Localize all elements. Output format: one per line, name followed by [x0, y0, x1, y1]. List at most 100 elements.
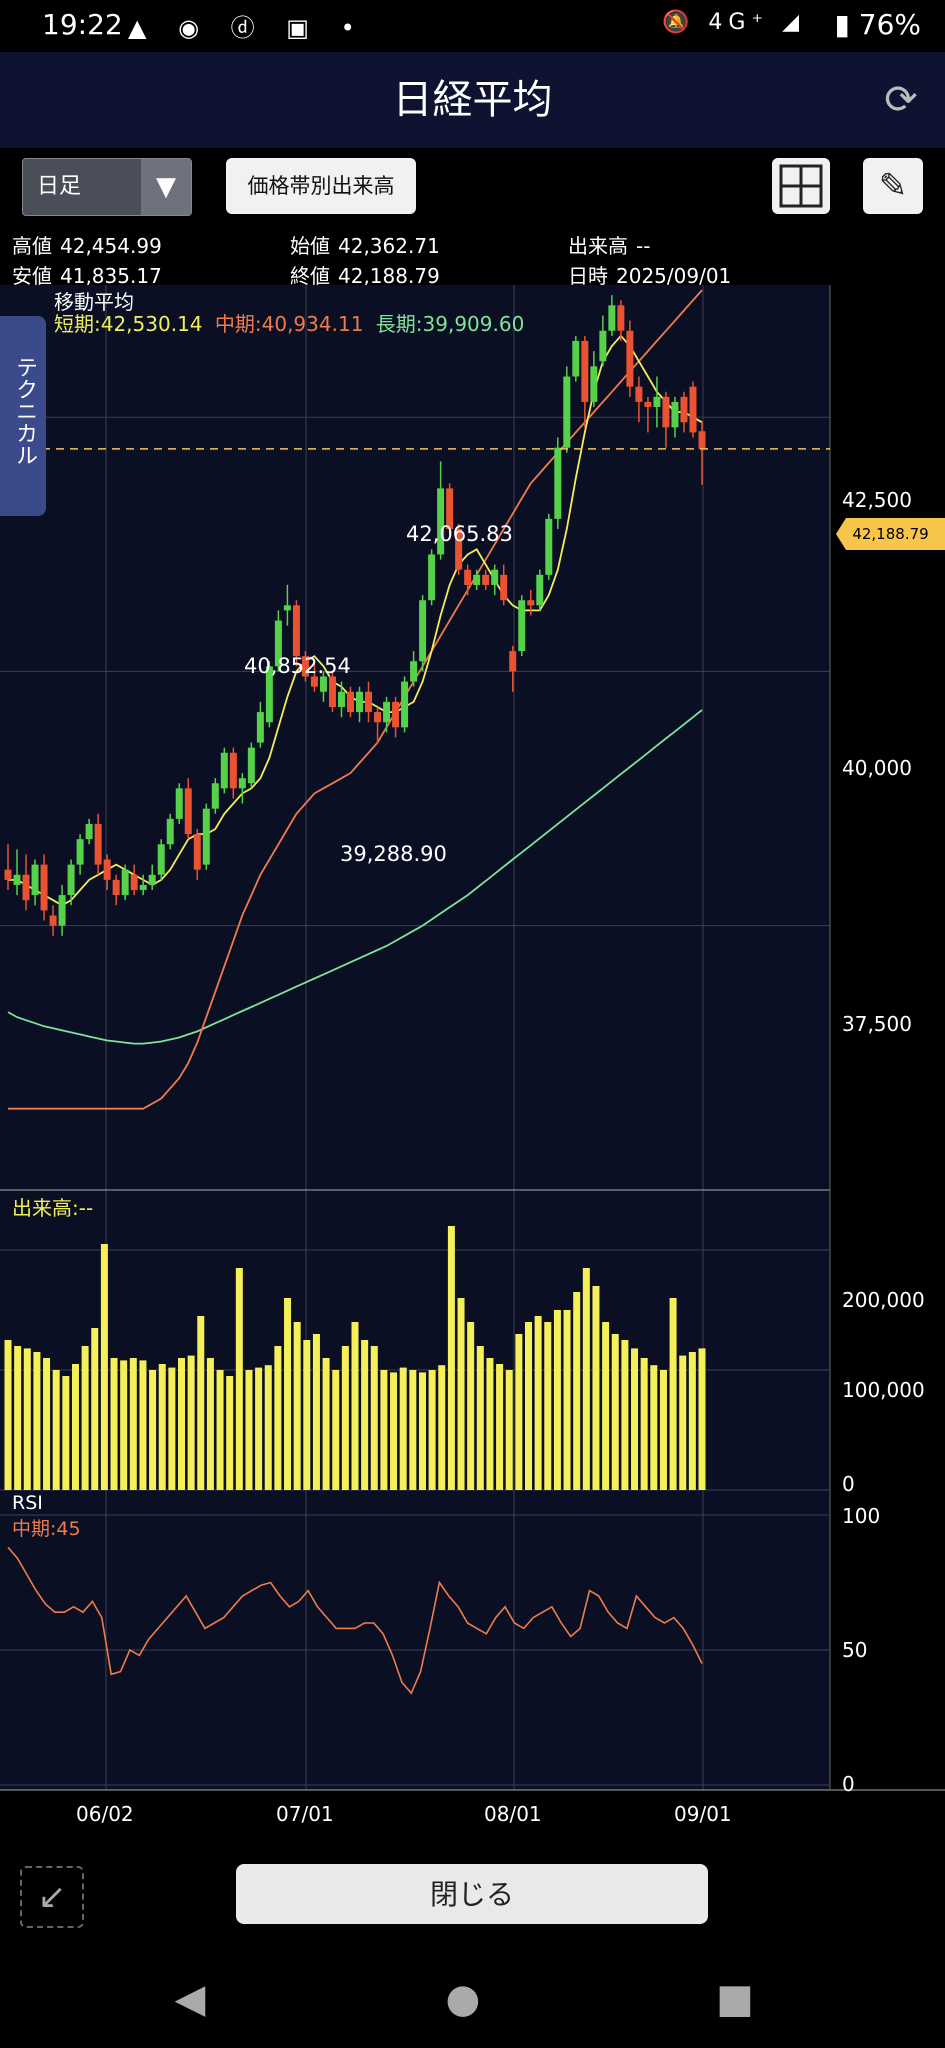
volume-bar [312, 1334, 320, 1490]
volume-bar [139, 1360, 147, 1490]
volume-bar [81, 1346, 89, 1490]
volume-bar [525, 1322, 532, 1490]
price-axis-label: 42,500 [842, 488, 912, 512]
volume-bar [640, 1358, 648, 1490]
period-select-label: 日足 [37, 174, 82, 199]
candle-body [85, 823, 93, 840]
volume-bar [293, 1322, 301, 1490]
volume-bar [659, 1370, 667, 1490]
volume-bar [553, 1310, 561, 1490]
toolbar: 日足 ▼ 価格帯別出来高 ✎ [0, 148, 945, 228]
candle-body [689, 386, 697, 433]
volume-bar [255, 1367, 263, 1490]
candle-body [4, 869, 12, 880]
candle-body [536, 574, 544, 606]
technical-tab[interactable]: テクニカル [0, 316, 46, 516]
technical-tab-label: テクニカル [12, 356, 37, 466]
volume-bar [390, 1372, 398, 1490]
chevron-down-icon[interactable]: ▼ [141, 159, 191, 215]
date-axis-label: 07/01 [276, 1802, 334, 1826]
close-button[interactable]: 閉じる [236, 1864, 708, 1924]
candle-body [58, 895, 66, 926]
period-select[interactable]: 日足 ▼ [22, 158, 192, 216]
candle-body [112, 879, 120, 896]
signal-icons: 🔕 4G⁺ ◢ [662, 10, 805, 35]
volume-bar [563, 1310, 571, 1490]
recents-icon[interactable]: ■ [716, 1976, 754, 2022]
battery-icon: ▮ 76% [834, 8, 921, 41]
candle-body [428, 554, 436, 601]
candle-body [662, 396, 670, 428]
rsi-panel-label: RSI [12, 1492, 43, 1514]
ma-mid-value: 中期:40,934.11 [214, 312, 364, 336]
volume-bar [341, 1346, 349, 1490]
volume-bar [178, 1358, 185, 1490]
edit-button[interactable]: ✎ [863, 158, 923, 214]
volume-bar [149, 1370, 157, 1490]
home-icon[interactable]: ● [445, 1976, 481, 2022]
volume-bar [197, 1316, 205, 1490]
candle-body [554, 447, 562, 519]
candle-body [346, 691, 354, 713]
volume-bar [438, 1365, 446, 1490]
candle-body [274, 620, 282, 667]
volume-profile-button[interactable]: 価格帯別出来高 [226, 158, 416, 214]
volume-bar [168, 1367, 176, 1490]
ma-long-value: 長期:39,909.60 [375, 312, 525, 336]
candle-body [491, 569, 499, 585]
candle-body [374, 712, 382, 723]
refresh-icon[interactable]: ⟳ [884, 77, 918, 123]
candle-body [356, 691, 364, 713]
candle-body [410, 661, 418, 682]
date-axis-label: 06/02 [76, 1802, 134, 1826]
candle-body [635, 386, 643, 402]
candle-body [473, 574, 481, 585]
candle-body [680, 396, 688, 423]
volume-axis-label: 0 [842, 1472, 855, 1496]
volume-bar [206, 1358, 214, 1490]
volume-panel-label: 出来高:-- [12, 1196, 94, 1220]
candle-body [157, 844, 165, 875]
candle-body [229, 752, 237, 789]
ma-legend-title: 移動平均 [54, 290, 134, 314]
candle-body [545, 518, 553, 575]
candle-body [22, 874, 30, 901]
volume-bar [467, 1322, 475, 1490]
candle-body [446, 488, 454, 530]
price-chart[interactable] [0, 285, 945, 1825]
candle-body [337, 691, 345, 707]
back-icon[interactable]: ◀ [174, 1976, 206, 2022]
volume-bar [322, 1358, 330, 1490]
info-open: 始値 42,362.71 [290, 234, 440, 258]
candle-body [608, 305, 616, 331]
volume-bar [447, 1226, 455, 1490]
ma-short-value: 短期:42,530.14 [54, 312, 203, 336]
candle-body [238, 778, 246, 789]
draw-tool-icon[interactable]: ↙ [20, 1866, 84, 1928]
candle-body [383, 701, 391, 723]
ma-legend: 短期:42,530.14 中期:40,934.11 長期:39,909.60 [54, 308, 524, 337]
pencil-icon: ✎ [878, 166, 908, 206]
candle-body [644, 401, 652, 408]
grid-icon [779, 164, 823, 208]
candle-body [193, 834, 201, 870]
candle-body [211, 783, 219, 809]
info-date: 日時 2025/09/01 [568, 264, 732, 288]
volume-bar [303, 1340, 311, 1490]
volume-bar [496, 1364, 504, 1490]
candle-body [365, 691, 373, 713]
candle-body [220, 752, 228, 789]
candle-body [527, 600, 535, 606]
candle-body [13, 874, 21, 885]
candle-body [482, 574, 490, 585]
volume-bar [409, 1370, 417, 1490]
volume-bar [602, 1322, 610, 1490]
volume-bar [351, 1322, 359, 1490]
layout-grid-button[interactable] [772, 158, 830, 214]
rsi-line [7, 1546, 703, 1695]
volume-bar [688, 1352, 696, 1490]
candle-body [283, 605, 291, 611]
volume-bar [515, 1334, 523, 1490]
volume-bar [698, 1348, 706, 1490]
candle-body [509, 651, 517, 672]
